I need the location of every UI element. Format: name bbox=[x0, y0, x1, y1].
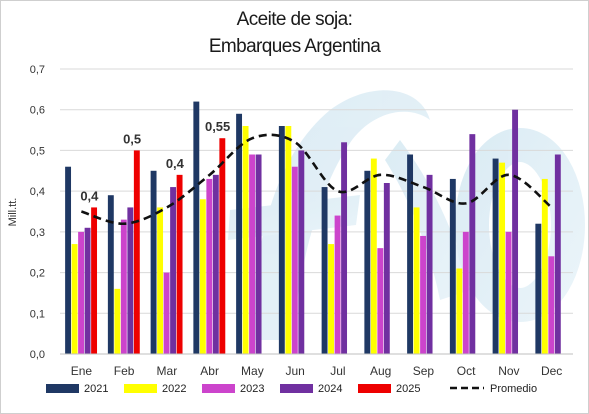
bar-2024-Jul bbox=[341, 142, 348, 354]
legend-swatch-2021 bbox=[46, 384, 79, 393]
y-tick-label: 0,6 bbox=[30, 105, 45, 117]
bar-2023-Sep bbox=[420, 235, 427, 354]
bar-2022-Mar bbox=[157, 207, 164, 354]
bar-2024-Jun bbox=[298, 150, 305, 354]
legend-label: 2021 bbox=[84, 383, 108, 395]
bar-2022-Feb bbox=[114, 288, 121, 354]
bar-2021-Oct bbox=[449, 178, 456, 354]
bar-2021-Nov bbox=[492, 158, 499, 354]
bar-2021-Jul bbox=[321, 187, 328, 354]
bar-2024-Feb bbox=[127, 207, 134, 354]
data-label: 0,55 bbox=[205, 119, 230, 134]
y-tick-label: 0,4 bbox=[30, 186, 45, 198]
data-label: 0,4 bbox=[80, 188, 99, 203]
bar-2024-Nov bbox=[512, 109, 519, 354]
chart-title-line-1: Aceite de soja: bbox=[236, 9, 353, 30]
x-tick-label: Dec bbox=[541, 364, 562, 378]
x-tick-label: Nov bbox=[498, 364, 519, 378]
x-tick-label: Jun bbox=[285, 364, 304, 378]
bar-2023-May bbox=[249, 154, 256, 354]
bar-2023-Jun bbox=[291, 166, 298, 354]
x-tick-label: Oct bbox=[457, 364, 476, 378]
y-tick-label: 0,5 bbox=[30, 145, 45, 157]
bar-2025-Mar bbox=[176, 174, 183, 354]
bar-2024-Abr bbox=[212, 174, 219, 354]
y-tick-label: 0,7 bbox=[30, 64, 45, 76]
bar-2024-Sep bbox=[426, 174, 433, 354]
bar-2023-Aug bbox=[377, 248, 384, 354]
legend-label: Promedio bbox=[490, 383, 537, 395]
bar-2021-Mar bbox=[150, 170, 157, 354]
x-tick-label: Mar bbox=[157, 364, 178, 378]
bar-2022-Abr bbox=[199, 199, 206, 354]
y-tick-label: 0,0 bbox=[30, 349, 45, 361]
bar-2025-Abr bbox=[219, 138, 226, 354]
bar-2021-Feb bbox=[107, 195, 114, 354]
x-tick-label: Ene bbox=[71, 364, 93, 378]
bar-2021-Dec bbox=[535, 223, 542, 354]
y-axis-label: Mill.tt. bbox=[7, 198, 19, 227]
bar-2024-Ene bbox=[84, 227, 91, 354]
bar-2022-May bbox=[242, 126, 249, 354]
bar-2024-Oct bbox=[469, 134, 476, 354]
bar-2023-Feb bbox=[120, 219, 127, 354]
x-tick-label: Feb bbox=[114, 364, 135, 378]
data-label: 0,4 bbox=[166, 156, 185, 171]
bar-2022-Aug bbox=[370, 158, 377, 354]
legend-swatch-2023 bbox=[202, 384, 235, 393]
bar-2024-Aug bbox=[383, 183, 390, 354]
x-tick-label: Aug bbox=[370, 364, 391, 378]
average-line bbox=[80, 133, 553, 226]
bar-2021-Sep bbox=[407, 154, 414, 354]
x-tick-label: May bbox=[241, 364, 264, 378]
x-tick-label: Sep bbox=[413, 364, 435, 378]
bar-2022-Jul bbox=[328, 244, 335, 354]
x-tick-label: Jul bbox=[330, 364, 345, 378]
bar-2023-Nov bbox=[505, 231, 512, 354]
bar-2024-May bbox=[255, 154, 262, 354]
y-tick-label: 0,2 bbox=[30, 268, 45, 280]
bar-2024-Dec bbox=[554, 154, 561, 354]
bar-2024-Mar bbox=[170, 187, 177, 354]
chart-title-line-2: Embarques Argentina bbox=[208, 36, 381, 57]
bar-2023-Oct bbox=[462, 231, 469, 354]
bar-2023-Mar bbox=[163, 272, 170, 354]
bar-2021-Aug bbox=[364, 170, 371, 354]
y-tick-label: 0,1 bbox=[30, 308, 45, 320]
legend-label: 2022 bbox=[162, 383, 186, 395]
legend-label: 2024 bbox=[318, 383, 342, 395]
legend-label: 2025 bbox=[396, 383, 420, 395]
bar-2023-Abr bbox=[206, 178, 213, 354]
bar-2023-Dec bbox=[548, 256, 555, 354]
bar-2025-Feb bbox=[133, 150, 140, 354]
bar-2021-May bbox=[236, 113, 243, 355]
legend-swatch-2025 bbox=[358, 384, 391, 393]
bar-2022-Sep bbox=[413, 207, 420, 354]
legend-label: 2023 bbox=[240, 383, 264, 395]
bar-2021-Abr bbox=[193, 101, 200, 354]
bar-2021-Jun bbox=[278, 126, 285, 354]
bar-2025-Ene bbox=[91, 207, 98, 354]
y-tick-label: 0,3 bbox=[30, 227, 45, 239]
bar-2022-Ene bbox=[71, 244, 78, 354]
bar-2021-Ene bbox=[65, 166, 72, 354]
bar-2023-Jul bbox=[334, 215, 341, 354]
chart-title: Aceite de soja: Embarques Argentina bbox=[0, 6, 589, 60]
x-tick-label: Abr bbox=[200, 364, 219, 378]
bar-2022-Nov bbox=[499, 162, 506, 354]
bar-2022-Jun bbox=[285, 126, 292, 354]
bar-2023-Ene bbox=[78, 231, 85, 354]
legend-swatch-2024 bbox=[280, 384, 313, 393]
data-label: 0,5 bbox=[123, 131, 141, 146]
legend-swatch-2022 bbox=[124, 384, 157, 393]
bar-2022-Oct bbox=[456, 268, 463, 354]
bar-2022-Dec bbox=[541, 178, 548, 354]
